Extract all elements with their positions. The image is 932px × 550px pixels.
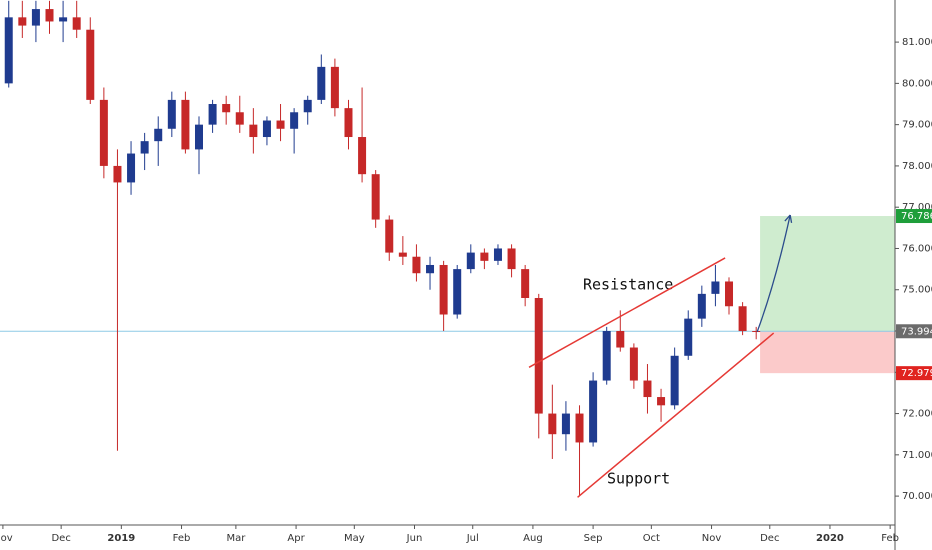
x-tick-label: Oct — [643, 533, 660, 544]
candle-body — [45, 9, 54, 22]
candle-body — [371, 174, 380, 220]
price-tag-label: 76.786 — [901, 211, 932, 222]
x-tick-label: 2019 — [107, 533, 135, 544]
target-zone — [760, 216, 895, 332]
candle-body — [31, 9, 40, 26]
candle-body — [167, 99, 176, 129]
candle-body — [493, 248, 502, 261]
candle-body — [453, 269, 462, 315]
candle-body — [344, 108, 353, 138]
candle-body — [521, 269, 530, 298]
candle-body — [181, 99, 190, 150]
candle-body — [684, 318, 693, 356]
y-tick-label: 81.000 — [902, 37, 932, 48]
candle-body — [235, 112, 244, 125]
stop-zone — [760, 331, 895, 374]
candle-body — [127, 153, 136, 183]
x-tick-label: 2020 — [816, 533, 844, 544]
candle-body — [154, 128, 163, 142]
candle-body — [194, 124, 203, 150]
candle-body — [439, 264, 448, 315]
candle-body — [629, 347, 638, 381]
price-tag — [896, 324, 932, 339]
candle-body — [426, 264, 435, 274]
x-tick-label: Nov — [0, 533, 13, 544]
x-tick-label: Aug — [523, 533, 543, 544]
candle-body — [4, 17, 13, 84]
candle-body — [657, 397, 666, 406]
y-tick-label: 78.000 — [902, 161, 932, 172]
price-tag-label: 72.979 — [901, 368, 932, 379]
candle-body — [561, 413, 570, 435]
candle-body — [589, 380, 598, 443]
y-tick-label: 76.000 — [902, 243, 932, 254]
y-tick-label: 79.000 — [902, 120, 932, 131]
candle-body — [534, 297, 543, 414]
trend-line — [528, 257, 726, 368]
candle-body — [86, 29, 95, 100]
candle-body — [480, 252, 489, 261]
candle-body — [358, 137, 367, 175]
candle-body — [752, 331, 761, 333]
price-tag — [896, 366, 932, 381]
candle-body — [330, 66, 339, 109]
candle-body — [385, 219, 394, 253]
candle-body — [140, 141, 149, 154]
candle-body — [466, 252, 475, 270]
x-tick-label: Dec — [760, 533, 779, 544]
support-label: Support — [607, 470, 670, 488]
x-tick-label: Feb — [881, 533, 899, 544]
candle-body — [99, 99, 108, 166]
y-tick-label: 72.000 — [902, 409, 932, 420]
x-tick-label: Sep — [584, 533, 603, 544]
x-tick-label: Mar — [226, 533, 246, 544]
x-tick-label: Nov — [702, 533, 722, 544]
x-tick-label: Feb — [173, 533, 191, 544]
x-tick-label: May — [344, 533, 365, 544]
y-tick-label: 80.000 — [902, 78, 932, 89]
price-tag-label: 73.994 — [901, 326, 932, 337]
candle-body — [738, 306, 747, 332]
y-tick-label: 75.000 — [902, 285, 932, 296]
candle-body — [670, 355, 679, 406]
x-tick-label: Dec — [51, 533, 70, 544]
candle-body — [113, 165, 122, 183]
y-tick-label: 71.000 — [902, 450, 932, 461]
candle-body — [643, 380, 652, 398]
y-tick-label: 70.000 — [902, 491, 932, 502]
candle-body — [290, 112, 299, 129]
y-tick-label: 77.000 — [902, 202, 932, 213]
candle-body — [262, 120, 271, 138]
candle-body — [602, 331, 611, 381]
candle-body — [725, 281, 734, 307]
resistance-label: Resistance — [583, 276, 673, 294]
candle-body — [317, 66, 326, 100]
trend-line — [577, 332, 775, 498]
candle-body — [72, 17, 81, 30]
arrow-head — [784, 214, 793, 224]
candle-body — [548, 413, 557, 435]
candle-body — [697, 293, 706, 319]
candle-body — [711, 281, 720, 294]
candle-body — [575, 413, 584, 443]
x-tick-label: Jun — [406, 533, 423, 544]
x-tick-label: Jul — [466, 533, 479, 544]
candle-body — [59, 17, 68, 22]
projection-arrow — [756, 214, 791, 333]
candle-body — [303, 99, 312, 113]
price-tag — [896, 209, 932, 224]
candle-body — [222, 104, 231, 113]
candle-body — [249, 124, 258, 138]
x-tick-label: Apr — [287, 533, 305, 544]
candle-body — [276, 120, 285, 129]
candle-body — [208, 104, 217, 125]
candle-body — [616, 331, 625, 348]
candle-body — [398, 252, 407, 257]
candle-body — [18, 17, 27, 26]
candle-body — [412, 256, 421, 274]
candle-body — [507, 248, 516, 270]
